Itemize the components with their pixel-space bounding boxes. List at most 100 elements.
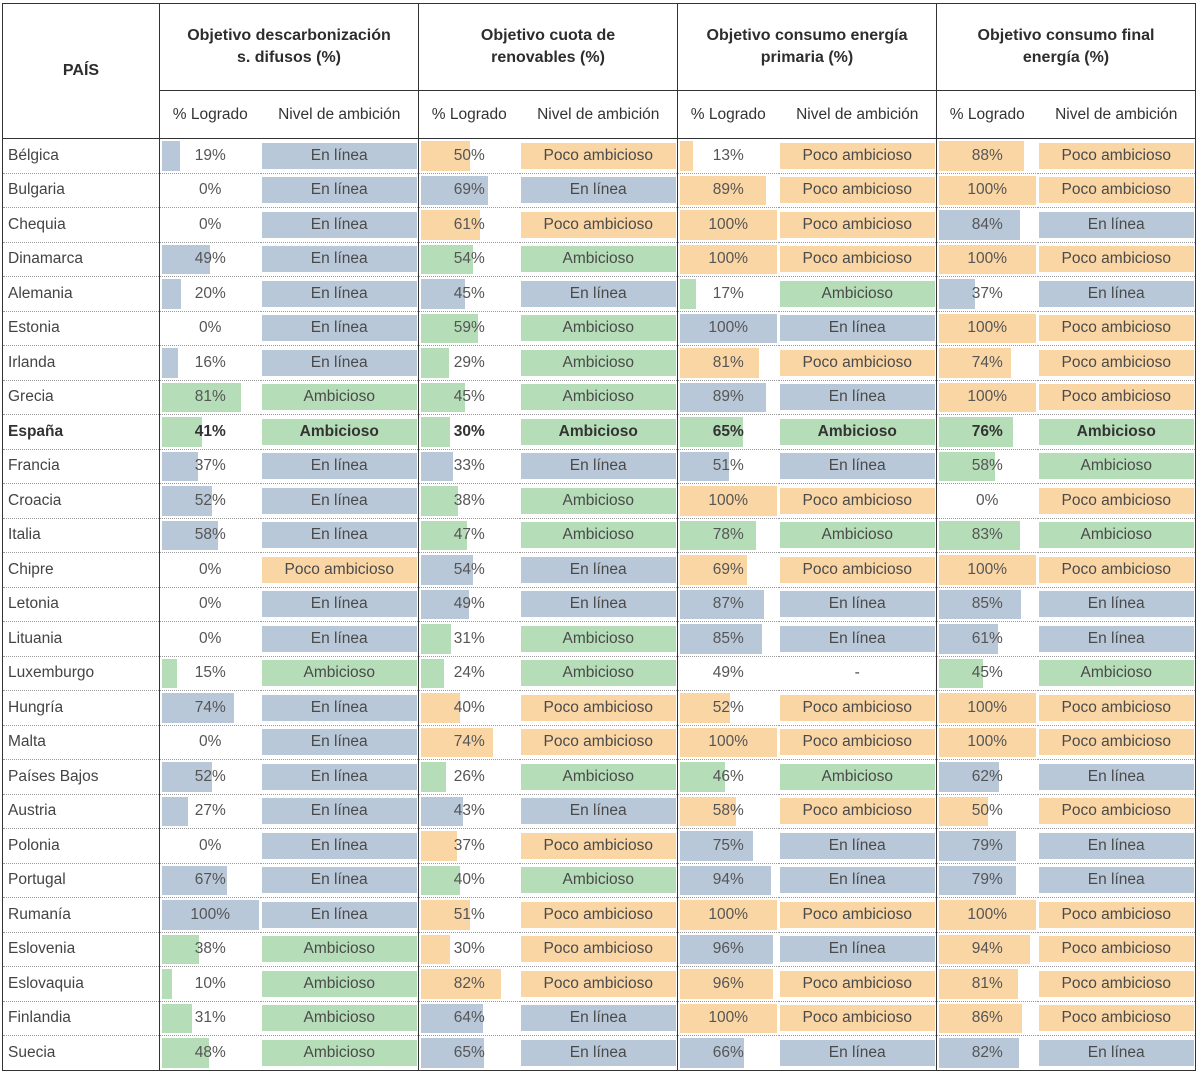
pct-value: 61% xyxy=(971,629,1003,647)
pct-cell: 84% xyxy=(936,207,1038,243)
level-label: Poco ambicioso xyxy=(1038,936,1194,963)
level-label: Poco ambicioso xyxy=(520,970,676,997)
pct-value: 79% xyxy=(971,871,1003,889)
pct-bar xyxy=(421,210,481,240)
level-label: Poco ambicioso xyxy=(261,556,417,583)
pct-value: 0% xyxy=(199,629,222,647)
level-label: Poco ambicioso xyxy=(520,901,676,928)
level-cell: En línea xyxy=(260,690,419,726)
level-cell: Poco ambicioso xyxy=(519,828,678,864)
level-cell: Ambicioso xyxy=(260,1001,419,1036)
table-row: Bulgaria 0% En línea 69% En línea 89% Poco amb… xyxy=(2,173,1196,208)
table-row: Polonia 0% En línea 37% Poco ambicioso 75% En … xyxy=(2,828,1196,864)
level-cell: Poco ambicioso xyxy=(1037,552,1196,588)
level-label: Poco ambicioso xyxy=(779,211,935,238)
pct-value: 30% xyxy=(453,422,485,440)
level-label: En línea xyxy=(261,901,417,928)
level-label: En línea xyxy=(779,384,935,411)
level-cell: En línea xyxy=(260,621,419,657)
pct-bar xyxy=(421,313,479,343)
pct-value: 100% xyxy=(708,250,749,268)
pct-bar xyxy=(162,244,210,274)
level-cell: En línea xyxy=(260,725,419,760)
level-cell: En línea xyxy=(1037,863,1196,898)
pct-value: 50% xyxy=(971,802,1003,820)
pct-value: 41% xyxy=(194,422,226,440)
table-row: Alemania 20% En línea 45% En línea 17% Ambicio… xyxy=(2,276,1196,312)
table-row: Irlanda 16% En línea 29% Ambicioso 81% Poco am… xyxy=(2,345,1196,381)
level-cell: En línea xyxy=(260,276,419,312)
pct-bar xyxy=(421,934,451,964)
pct-cell: 40% xyxy=(418,863,520,898)
pct-value: 75% xyxy=(712,836,744,854)
pct-bar xyxy=(680,279,697,309)
pct-bar xyxy=(939,762,1000,792)
level-label: Ambicioso xyxy=(261,418,417,445)
pct-cell: 83% xyxy=(936,518,1038,553)
pct-bar xyxy=(939,900,1036,930)
level-label: En línea xyxy=(1038,867,1194,894)
group-header-decarbonization: Objetivo descarbonización s. difusos (%) xyxy=(159,3,419,91)
level-label: Poco ambicioso xyxy=(779,798,935,825)
subheader-level: Nivel de ambición xyxy=(778,90,937,139)
table-row: Austria 27% En línea 43% En línea 58% Poco amb… xyxy=(2,794,1196,829)
level-label: Ambicioso xyxy=(520,763,676,790)
level-label: Ambicioso xyxy=(520,625,676,652)
pct-cell: 100% xyxy=(677,725,779,760)
country-cell: Austria xyxy=(2,794,160,829)
pct-value: 30% xyxy=(453,940,485,958)
level-label: En línea xyxy=(520,453,676,480)
level-cell: En línea xyxy=(778,449,937,484)
pct-cell: 100% xyxy=(677,897,779,933)
country-cell: Malta xyxy=(2,725,160,760)
pct-bar xyxy=(421,417,451,447)
pct-cell: 19% xyxy=(159,138,261,174)
pct-value: 100% xyxy=(967,319,1008,337)
pct-cell: 40% xyxy=(418,690,520,726)
level-label: Poco ambicioso xyxy=(779,487,935,514)
country-cell: Estonia xyxy=(2,311,160,346)
pct-cell: 96% xyxy=(677,932,779,967)
level-cell: Ambicioso xyxy=(519,242,678,277)
pct-value: 52% xyxy=(712,698,744,716)
table-row: Dinamarca 49% En línea 54% Ambicioso 100% Poco… xyxy=(2,242,1196,277)
pct-cell: 79% xyxy=(936,863,1038,898)
pct-cell: 0% xyxy=(159,552,261,588)
pct-cell: 82% xyxy=(937,1036,1038,1071)
level-label: En línea xyxy=(779,591,935,618)
level-cell: Ambicioso xyxy=(519,863,678,898)
pct-bar xyxy=(162,520,219,550)
pct-cell: 82% xyxy=(418,966,520,1002)
pct-cell: 74% xyxy=(159,690,261,726)
level-label: En línea xyxy=(261,349,417,376)
pct-cell: 81% xyxy=(159,380,261,415)
country-cell: Chipre xyxy=(2,552,160,588)
pct-value: 49% xyxy=(194,250,226,268)
country-cell: Francia xyxy=(2,449,160,484)
level-label: Poco ambicioso xyxy=(779,349,935,376)
pct-cell: 49% xyxy=(677,656,779,691)
level-cell: Poco ambicioso xyxy=(778,345,937,381)
pct-value: 83% xyxy=(971,526,1003,544)
level-cell: Poco ambicioso xyxy=(1037,380,1196,415)
level-cell: Poco ambicioso xyxy=(1037,242,1196,277)
pct-value: 88% xyxy=(971,146,1003,164)
level-label: Poco ambicioso xyxy=(779,1005,935,1032)
pct-bar xyxy=(162,969,172,999)
pct-cell: 78% xyxy=(677,518,779,553)
level-cell: En línea xyxy=(1037,587,1196,622)
subheader-pct: % Logrado xyxy=(159,90,261,139)
pct-cell: 100% xyxy=(936,311,1038,346)
subheader-level: Nivel de ambición xyxy=(260,90,419,139)
level-label: Ambicioso xyxy=(779,418,935,445)
level-label: En línea xyxy=(261,142,417,169)
pct-cell: 0% xyxy=(159,173,261,208)
level-cell: En línea xyxy=(1037,621,1196,657)
level-label: En línea xyxy=(261,177,417,204)
pct-value: 54% xyxy=(453,250,485,268)
level-label: En línea xyxy=(261,487,417,514)
level-cell: Ambicioso xyxy=(519,759,678,795)
pct-bar xyxy=(421,486,458,516)
pct-bar xyxy=(939,313,1036,343)
pct-cell: 37% xyxy=(418,828,520,864)
